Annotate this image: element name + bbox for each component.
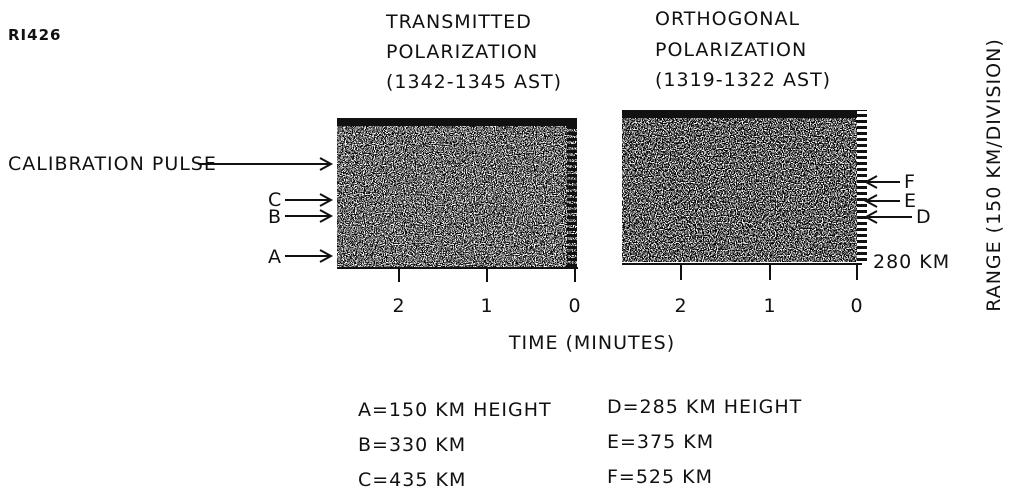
- panel-title: TRANSMITTED: [385, 11, 532, 33]
- arrow: [285, 194, 331, 206]
- radar-image: [337, 118, 577, 268]
- figure: RI426 TRANSMITTED POLARIZATION (1342-134…: [0, 0, 1009, 492]
- arrow: [866, 195, 900, 207]
- arrow: [866, 211, 912, 223]
- key-entry: B=330 KM: [358, 434, 466, 456]
- marker-label: CALIBRATION PULSE: [8, 153, 217, 175]
- time-tick-label: 1: [763, 295, 776, 317]
- arrow: [866, 176, 900, 188]
- key-entry: D=285 KM HEIGHT: [607, 396, 802, 418]
- key-entry: C=435 KM: [358, 469, 466, 491]
- arrow: [198, 158, 331, 170]
- panel-title: POLARIZATION: [655, 39, 807, 61]
- panel-title: ORTHOGONAL: [655, 8, 800, 30]
- key-entry: A=150 KM HEIGHT: [358, 399, 552, 421]
- time-tick-label: 0: [568, 295, 581, 317]
- radar-image: [622, 110, 867, 262]
- key-entry: F=525 KM: [607, 466, 713, 488]
- marker-label: D: [916, 206, 932, 228]
- range-label: 280 KM: [873, 251, 950, 273]
- marker-label: A: [268, 246, 282, 268]
- arrow: [285, 250, 331, 262]
- x-axis-label: TIME (MINUTES): [508, 332, 675, 354]
- time-tick-label: 1: [480, 295, 493, 317]
- panel-title: (1342-1345 AST): [386, 71, 562, 93]
- marker-label: B: [268, 206, 282, 228]
- time-tick-label: 0: [850, 295, 863, 317]
- time-tick-label: 2: [392, 295, 405, 317]
- panel-title: POLARIZATION: [386, 41, 538, 63]
- panel-title: (1319-1322 AST): [655, 69, 831, 91]
- figure-code: RI426: [8, 26, 61, 44]
- key-entry: E=375 KM: [607, 431, 714, 453]
- y-axis-label: RANGE (150 KM/DIVISION): [983, 38, 1005, 311]
- arrow: [285, 210, 331, 222]
- time-tick-label: 2: [674, 295, 687, 317]
